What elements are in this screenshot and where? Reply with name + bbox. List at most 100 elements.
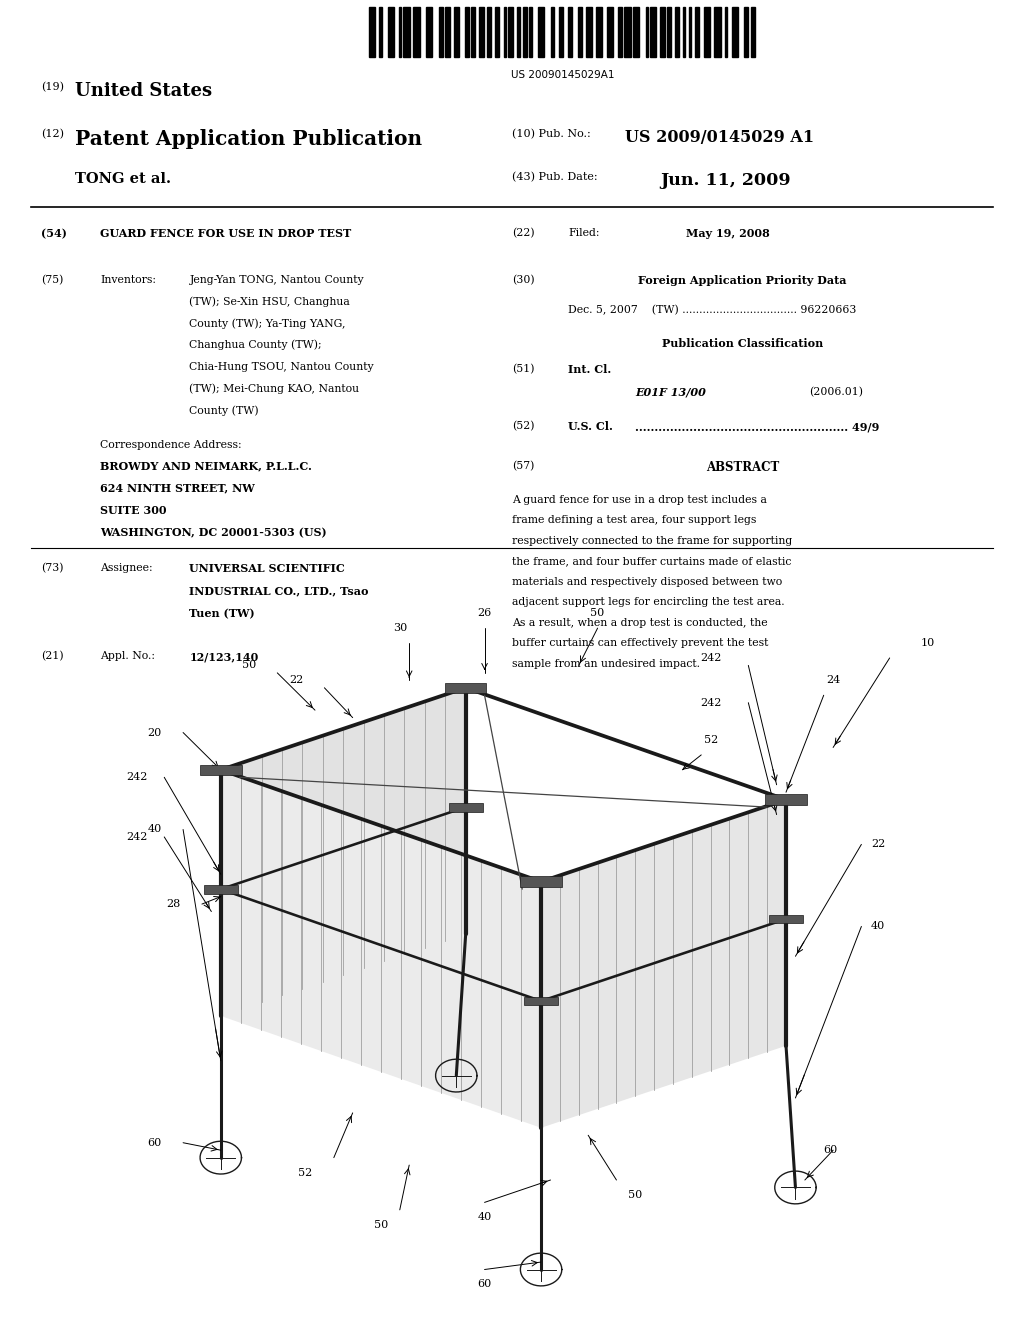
Text: Publication Classification: Publication Classification xyxy=(662,338,823,348)
Bar xyxy=(426,7,432,57)
Bar xyxy=(689,7,691,57)
Bar xyxy=(744,7,749,57)
Bar xyxy=(465,7,469,57)
Text: (57): (57) xyxy=(512,461,535,471)
Bar xyxy=(520,876,562,887)
Text: 40: 40 xyxy=(477,1212,492,1222)
Text: (TW); Mei-Chung KAO, Nantou: (TW); Mei-Chung KAO, Nantou xyxy=(189,383,359,395)
Bar xyxy=(524,997,558,1006)
Bar xyxy=(455,7,459,57)
Bar xyxy=(683,7,685,57)
Text: (12): (12) xyxy=(41,129,63,140)
Text: TONG et al.: TONG et al. xyxy=(75,172,171,186)
Text: INDUSTRIAL CO., LTD., Tsao: INDUSTRIAL CO., LTD., Tsao xyxy=(189,586,369,597)
Bar xyxy=(625,7,631,57)
Bar xyxy=(538,7,545,57)
Text: GUARD FENCE FOR USE IN DROP TEST: GUARD FENCE FOR USE IN DROP TEST xyxy=(100,228,351,239)
Text: 12/123,140: 12/123,140 xyxy=(189,652,259,663)
Text: US 2009/0145029 A1: US 2009/0145029 A1 xyxy=(625,129,814,147)
Bar xyxy=(596,7,602,57)
Polygon shape xyxy=(221,770,541,1127)
Bar xyxy=(529,7,531,57)
Text: Patent Application Publication: Patent Application Publication xyxy=(75,129,422,149)
Text: (30): (30) xyxy=(512,275,535,285)
Text: County (TW); Ya-Ting YANG,: County (TW); Ya-Ting YANG, xyxy=(189,318,346,329)
Bar xyxy=(667,7,672,57)
Text: (21): (21) xyxy=(41,652,63,661)
Bar xyxy=(725,7,727,57)
Bar xyxy=(617,7,622,57)
Bar xyxy=(765,795,807,805)
Text: Correspondence Address:: Correspondence Address: xyxy=(100,441,242,450)
Text: Inventors:: Inventors: xyxy=(100,275,157,285)
Text: ABSTRACT: ABSTRACT xyxy=(706,461,779,474)
Text: 52: 52 xyxy=(298,1168,312,1177)
Text: sample from an undesired impact.: sample from an undesired impact. xyxy=(512,659,700,669)
Text: 22: 22 xyxy=(289,676,303,685)
Text: ....................................................... 49/9: ........................................… xyxy=(635,421,880,432)
Bar xyxy=(703,7,710,57)
Text: 10: 10 xyxy=(921,638,935,648)
Text: 30: 30 xyxy=(392,623,407,634)
Text: Tuen (TW): Tuen (TW) xyxy=(189,609,255,619)
Text: SUITE 300: SUITE 300 xyxy=(100,506,167,516)
Text: Assignee:: Assignee: xyxy=(100,564,153,573)
Text: May 19, 2008: May 19, 2008 xyxy=(686,228,770,239)
Text: (10) Pub. No.:: (10) Pub. No.: xyxy=(512,129,591,140)
Bar xyxy=(567,7,572,57)
Text: Changhua County (TW);: Changhua County (TW); xyxy=(189,341,323,351)
Text: (22): (22) xyxy=(512,228,535,239)
Text: 40: 40 xyxy=(147,825,162,834)
Bar xyxy=(449,803,482,812)
Text: 50: 50 xyxy=(242,660,256,671)
Text: (43) Pub. Date:: (43) Pub. Date: xyxy=(512,172,598,182)
Text: Appl. No.:: Appl. No.: xyxy=(100,652,156,661)
Text: (19): (19) xyxy=(41,82,63,92)
Text: 52: 52 xyxy=(703,735,718,744)
Bar xyxy=(388,7,394,57)
Text: County (TW): County (TW) xyxy=(189,405,259,416)
Text: (73): (73) xyxy=(41,564,63,573)
Polygon shape xyxy=(541,800,786,1127)
Text: 28: 28 xyxy=(167,899,181,909)
Text: 24: 24 xyxy=(826,676,841,685)
Bar xyxy=(645,7,648,57)
Text: Dec. 5, 2007    (TW) .................................. 96220663: Dec. 5, 2007 (TW) ......................… xyxy=(568,305,857,315)
Bar xyxy=(508,7,513,57)
Text: (54): (54) xyxy=(41,228,67,239)
Text: 50: 50 xyxy=(374,1220,388,1230)
Text: A guard fence for use in a drop test includes a: A guard fence for use in a drop test inc… xyxy=(512,495,767,506)
Text: (51): (51) xyxy=(512,364,535,375)
Text: frame defining a test area, four support legs: frame defining a test area, four support… xyxy=(512,516,757,525)
Text: 26: 26 xyxy=(477,609,492,618)
Bar xyxy=(379,7,382,57)
Bar xyxy=(445,7,450,57)
Bar xyxy=(579,7,583,57)
Bar xyxy=(495,7,500,57)
Text: Chia-Hung TSOU, Nantou County: Chia-Hung TSOU, Nantou County xyxy=(189,362,374,372)
Bar xyxy=(551,7,554,57)
Text: adjacent support legs for encircling the test area.: adjacent support legs for encircling the… xyxy=(512,598,784,607)
Text: 242: 242 xyxy=(127,832,147,842)
Text: (2006.01): (2006.01) xyxy=(809,387,863,397)
Bar xyxy=(769,915,803,924)
Bar xyxy=(650,7,656,57)
Text: As a result, when a drop test is conducted, the: As a result, when a drop test is conduct… xyxy=(512,618,768,628)
Bar xyxy=(633,7,639,57)
Bar xyxy=(403,7,410,57)
Bar xyxy=(398,7,401,57)
Text: the frame, and four buffer curtains made of elastic: the frame, and four buffer curtains made… xyxy=(512,557,792,566)
Polygon shape xyxy=(221,688,466,1016)
Text: 20: 20 xyxy=(147,727,162,738)
Text: 22: 22 xyxy=(870,840,885,849)
Text: US 20090145029A1: US 20090145029A1 xyxy=(511,70,615,81)
Bar xyxy=(586,7,592,57)
Bar xyxy=(471,7,475,57)
Text: Jun. 11, 2009: Jun. 11, 2009 xyxy=(660,172,792,189)
Bar xyxy=(715,7,721,57)
Text: 242: 242 xyxy=(700,698,721,708)
Text: materials and respectively disposed between two: materials and respectively disposed betw… xyxy=(512,577,782,587)
Text: E01F 13/00: E01F 13/00 xyxy=(635,387,706,397)
Bar xyxy=(607,7,613,57)
Text: (52): (52) xyxy=(512,421,535,432)
